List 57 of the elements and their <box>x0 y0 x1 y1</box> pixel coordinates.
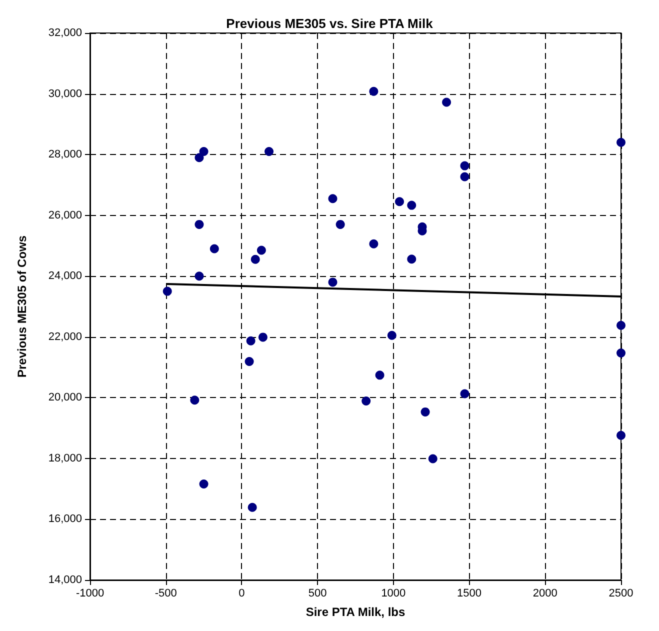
point <box>264 147 274 156</box>
point <box>407 200 416 210</box>
point <box>616 430 626 440</box>
point <box>210 244 219 254</box>
point <box>194 153 204 162</box>
y-tick-label: 28,000 <box>48 148 82 161</box>
point <box>395 197 404 206</box>
point <box>199 147 208 156</box>
point <box>328 278 338 287</box>
point <box>616 348 626 358</box>
point <box>428 454 438 464</box>
point <box>258 332 268 342</box>
point <box>199 479 208 488</box>
y-tick-label: 30,000 <box>48 88 82 100</box>
x-tick-label: 1000 <box>381 588 406 600</box>
x-tick-label: 1500 <box>457 588 482 600</box>
point <box>460 389 470 398</box>
point <box>248 502 257 512</box>
point <box>616 320 626 330</box>
point <box>328 194 338 204</box>
y-tick-label: 18,000 <box>48 452 82 464</box>
y-tick-label: 22,000 <box>48 330 82 343</box>
point <box>460 172 470 182</box>
point <box>194 272 204 281</box>
point <box>442 98 452 107</box>
x-axis-title: Sire PTA Milk, lbs <box>306 605 406 619</box>
point <box>369 239 378 248</box>
x-tick-label: 2500 <box>608 588 634 600</box>
y-tick-label: 32,000 <box>48 27 82 39</box>
point <box>194 220 204 229</box>
point <box>336 220 345 229</box>
point <box>460 161 470 170</box>
point <box>407 254 416 264</box>
y-tick-label: 26,000 <box>48 209 82 222</box>
point <box>387 330 396 340</box>
y-tick-label: 20,000 <box>48 392 82 404</box>
point <box>246 336 256 346</box>
point <box>616 138 626 147</box>
point <box>244 357 254 366</box>
y-tick-label: 14,000 <box>48 574 82 586</box>
point <box>162 286 172 296</box>
point <box>256 246 266 255</box>
chart-title: Previous ME305 vs. Sire PTA Milk <box>226 16 434 31</box>
y-tick-label: 24,000 <box>48 270 82 282</box>
y-tick-label: 16,000 <box>48 513 82 526</box>
x-tick-label: 0 <box>238 588 245 600</box>
x-tick-label: 500 <box>308 588 327 600</box>
point <box>250 254 260 264</box>
point <box>420 407 430 416</box>
point <box>362 396 371 406</box>
point <box>190 396 200 405</box>
x-tick-label: 2000 <box>532 588 558 600</box>
x-tick-label: -1000 <box>76 588 104 600</box>
point <box>375 370 384 380</box>
point <box>369 86 378 96</box>
y-axis-title: Previous ME305 of Cows <box>15 235 29 378</box>
x-tick-label: -500 <box>154 588 177 600</box>
